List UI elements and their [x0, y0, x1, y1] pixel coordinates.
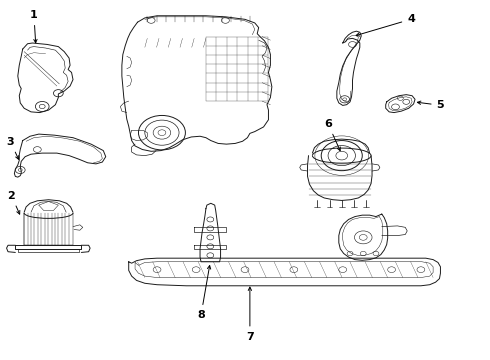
Text: 3: 3	[7, 137, 19, 159]
Text: 5: 5	[417, 100, 444, 110]
Text: 1: 1	[30, 10, 38, 43]
Text: 7: 7	[246, 287, 254, 342]
Text: 2: 2	[7, 191, 20, 214]
Text: 8: 8	[197, 266, 211, 320]
Text: 4: 4	[356, 14, 415, 36]
Text: 6: 6	[324, 119, 340, 150]
